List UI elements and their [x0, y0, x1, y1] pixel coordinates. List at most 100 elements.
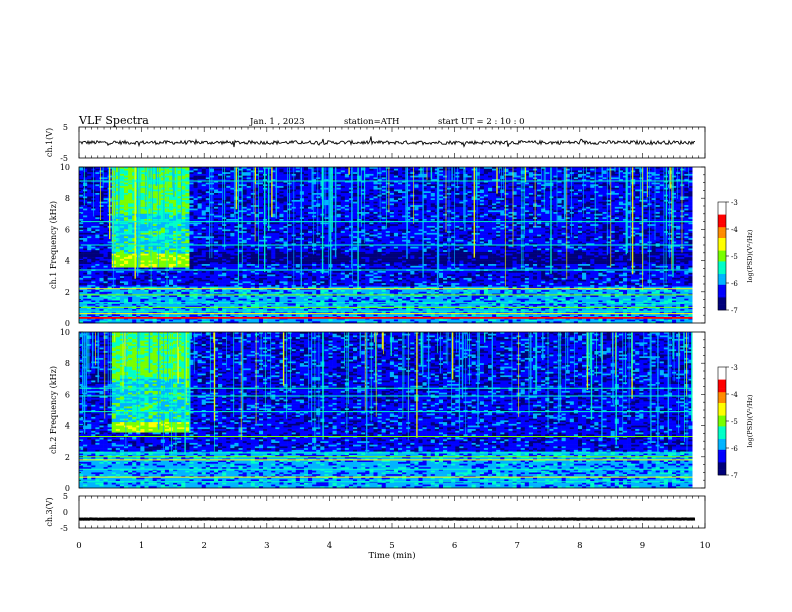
spectrogram-cell [365, 214, 369, 216]
spectrogram-cell [476, 210, 480, 212]
spectrogram-cell [157, 202, 161, 204]
spectrogram-cell [243, 217, 247, 219]
spectrogram-cell [680, 210, 684, 212]
spectrogram-cell [418, 217, 422, 219]
spectrogram-cell [345, 200, 349, 202]
spectrogram-cell [570, 209, 574, 211]
spectrogram-cell [635, 217, 639, 219]
spectrogram-cell [508, 191, 512, 193]
spectrogram-cell [120, 169, 124, 171]
spectrogram-cell [631, 169, 635, 171]
spectrogram-cell [341, 205, 345, 207]
spectrogram-cell [99, 209, 103, 211]
spectrogram-cell [373, 207, 377, 209]
spectrogram-cell [202, 174, 206, 176]
spectrogram-cell [598, 195, 602, 197]
spectrogram-cell [488, 203, 492, 205]
spectrogram-cell [95, 210, 99, 212]
spectrogram-cell [488, 174, 492, 176]
spectrogram-cell [341, 214, 345, 216]
spectrogram-cell [443, 177, 447, 179]
spectrogram-cell [161, 212, 165, 214]
spectrogram-cell [529, 191, 533, 193]
spectrogram-cell [218, 170, 222, 172]
spectrogram-cell [104, 186, 108, 188]
spectrogram-cell [586, 207, 590, 209]
spectrogram-cell [316, 217, 320, 219]
spectrogram-cell [279, 207, 283, 209]
spectrogram-cell [525, 188, 529, 190]
spectrogram-cell [218, 193, 222, 195]
spectrogram-cell [660, 172, 664, 174]
spectrogram-cell [566, 214, 570, 216]
spectrogram-cell [304, 177, 308, 179]
spectrogram-cell [259, 177, 263, 179]
spectrogram-cell [369, 200, 373, 202]
spectrogram-cell [214, 169, 218, 171]
spectrogram-cell [590, 190, 594, 192]
spectrogram-cell [226, 210, 230, 212]
spectrogram-cell [177, 196, 181, 198]
spectrogram-cell [369, 196, 373, 198]
spectrogram-cell [414, 183, 418, 185]
spectrogram-cell [459, 186, 463, 188]
spectrogram-cell [218, 169, 222, 171]
spectrogram-cell [476, 205, 480, 207]
spectrogram-cell [279, 174, 283, 176]
spectrogram-cell [324, 207, 328, 209]
spectrogram-cell [218, 176, 222, 178]
spectrogram-cell [443, 170, 447, 172]
spectrogram-cell [492, 174, 496, 176]
spectrogram-cell [631, 174, 635, 176]
spectrogram-cell [427, 183, 431, 185]
spectrogram-cell [398, 216, 402, 218]
spectrogram-cell [365, 176, 369, 178]
spectrogram-cell [189, 217, 193, 219]
spectrogram-cell [570, 202, 574, 204]
spectrogram-cell [394, 191, 398, 193]
spectrogram-cell [431, 202, 435, 204]
spectrogram-cell [439, 216, 443, 218]
spectrogram-cell [455, 196, 459, 198]
spectrogram-cell [185, 209, 189, 211]
spectrogram-cell [243, 198, 247, 200]
spectrogram-cell [529, 217, 533, 219]
spectrogram-cell [500, 216, 504, 218]
spectrogram-cell [181, 186, 185, 188]
spectrogram-cell [468, 217, 472, 219]
spectrogram-cell [603, 205, 607, 207]
spectrogram-cell [324, 203, 328, 205]
spectrogram-cell [226, 207, 230, 209]
spectrogram-cell [390, 176, 394, 178]
spectrogram-cell [373, 198, 377, 200]
spectrogram-cell [414, 216, 418, 218]
spectrogram-cell [676, 169, 680, 171]
spectrogram-cell [635, 207, 639, 209]
spectrogram-cell [316, 216, 320, 218]
spectrogram-cell [337, 174, 341, 176]
spectrogram-cell [353, 203, 357, 205]
spectrogram-cell [688, 190, 692, 192]
spectrogram-cell [116, 186, 120, 188]
spectrogram-cell [619, 209, 623, 211]
spectrogram-cell [459, 214, 463, 216]
spectrogram-cell [177, 170, 181, 172]
spectrogram-cell [410, 202, 414, 204]
spectrogram-cell [570, 210, 574, 212]
spectrogram-cell [185, 210, 189, 212]
spectrogram-cell [455, 209, 459, 211]
spectrogram-cell [647, 212, 651, 214]
spectrogram-cell [578, 190, 582, 192]
spectrogram-cell [87, 207, 91, 209]
spectrogram-cell [631, 172, 635, 174]
spectrogram-cell [541, 195, 545, 197]
spectrogram-cell [656, 200, 660, 202]
spectrogram-cell [87, 174, 91, 176]
spectrogram-cell [177, 177, 181, 179]
spectrogram-cell [194, 176, 198, 178]
spectrogram-cell [443, 183, 447, 185]
spectrogram-cell [369, 170, 373, 172]
spectrogram-cell [488, 209, 492, 211]
spectrogram-cell [95, 195, 99, 197]
spectrogram-cell [578, 216, 582, 218]
